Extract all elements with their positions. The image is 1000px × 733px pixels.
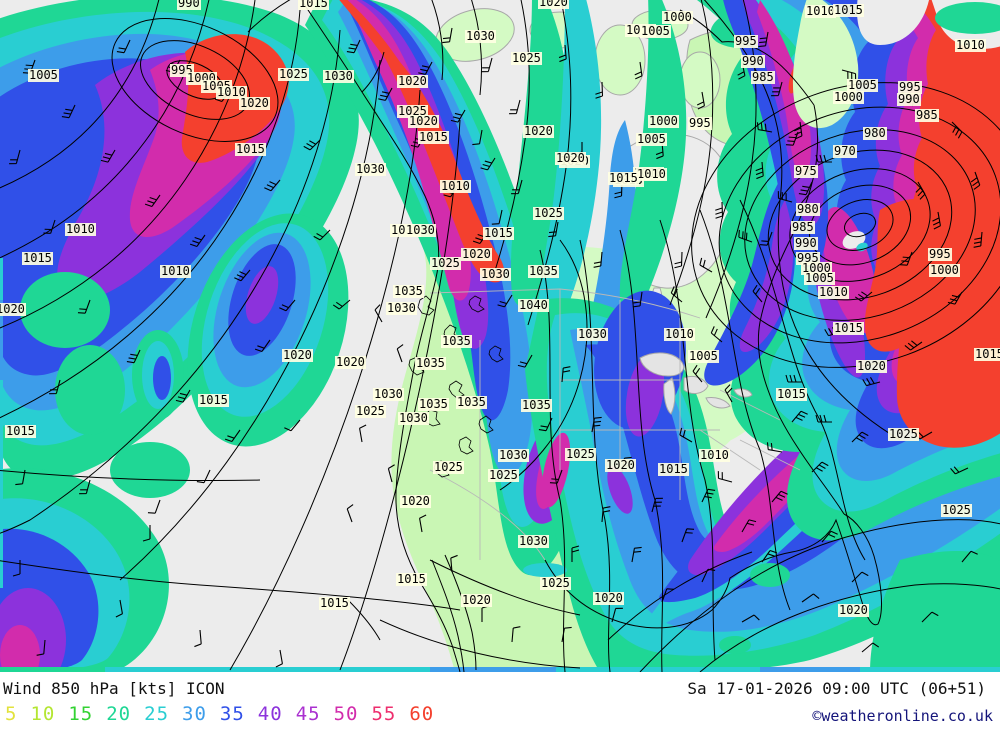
legend-value: 55 xyxy=(371,703,397,725)
legend-value: 45 xyxy=(295,703,321,725)
great-lakes xyxy=(639,352,753,415)
legend: 5 10 15 20 25 30 35 40 45 50 55 60 xyxy=(5,704,447,724)
contour-lines xyxy=(0,0,1000,672)
copyright-link[interactable]: ©weatheronline.co.uk xyxy=(812,707,993,725)
wind-shading-layer xyxy=(0,0,1000,672)
wind-barbs-layer xyxy=(9,27,983,668)
legend-value: 20 xyxy=(106,703,132,725)
legend-value: 5 xyxy=(5,703,18,725)
map-footer: Wind 850 hPa [kts] ICON Sa 17-01-2026 09… xyxy=(0,672,1000,733)
legend-value: 10 xyxy=(30,703,56,725)
valid-datetime: Sa 17-01-2026 09:00 UTC (06+51) xyxy=(687,679,986,698)
legend-value: 25 xyxy=(144,703,170,725)
product-title: Wind 850 hPa [kts] ICON xyxy=(3,679,225,698)
legend-value: 50 xyxy=(333,703,359,725)
wind-850hpa-map: 990 1005 995 1000 1005 1010 1020 1025 1015 1010 10… xyxy=(0,0,1000,672)
legend-value: 30 xyxy=(182,703,207,725)
map-graphic xyxy=(0,0,1000,672)
legend-value: 40 xyxy=(257,703,283,725)
legend-value: 60 xyxy=(409,703,435,725)
legend-value: 15 xyxy=(68,703,94,725)
legend-value: 35 xyxy=(219,703,245,725)
